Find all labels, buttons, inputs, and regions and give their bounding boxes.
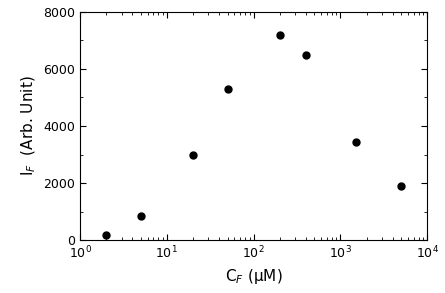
Y-axis label: I$_F$  (Arb. Unit): I$_F$ (Arb. Unit) (19, 76, 38, 176)
X-axis label: C$_F$ (μM): C$_F$ (μM) (225, 267, 283, 286)
